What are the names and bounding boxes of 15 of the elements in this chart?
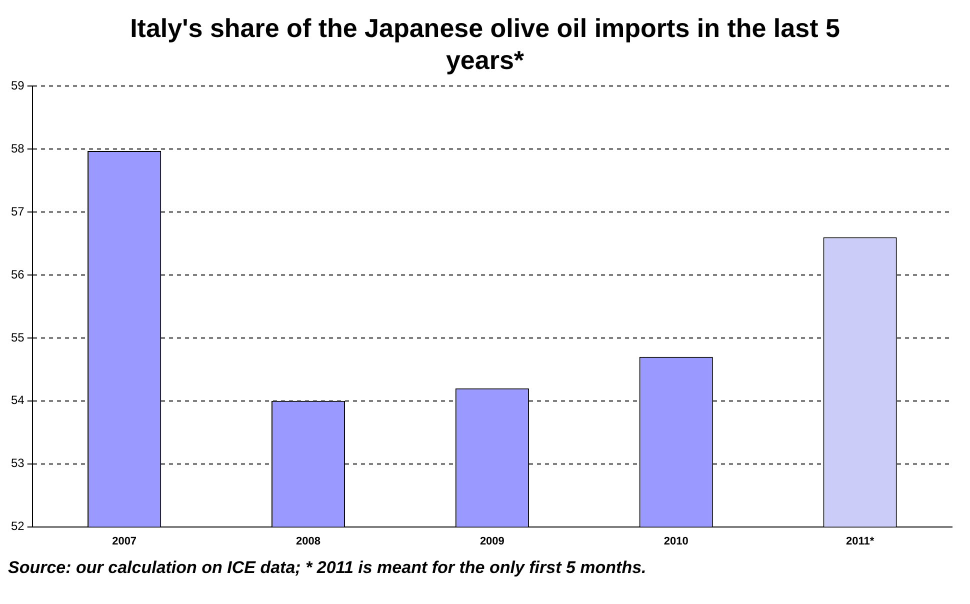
x-tick-label: 2010 (664, 535, 688, 548)
y-tick-label: 52 (10, 519, 25, 534)
y-tick-label: 59 (10, 78, 25, 93)
x-tick-label: 2008 (296, 535, 320, 548)
y-tick-label: 54 (10, 393, 25, 408)
x-tick-label: 2009 (480, 535, 504, 548)
chart-title: Italy's share of the Japanese olive oil imports in the last 5 years* (129, 12, 841, 76)
y-tick-label: 58 (10, 141, 25, 156)
x-tick-label: 2011* (846, 535, 875, 548)
y-tick-label: 56 (10, 267, 25, 282)
x-tick-label: 2007 (112, 535, 137, 548)
source-note: Source: our calculation on ICE data; * 2011 is meant for the only first 5 months. (8, 558, 648, 578)
y-tick-label: 53 (10, 456, 25, 470)
y-tick-label: 57 (10, 204, 25, 218)
y-tick-label: 55 (10, 330, 25, 344)
